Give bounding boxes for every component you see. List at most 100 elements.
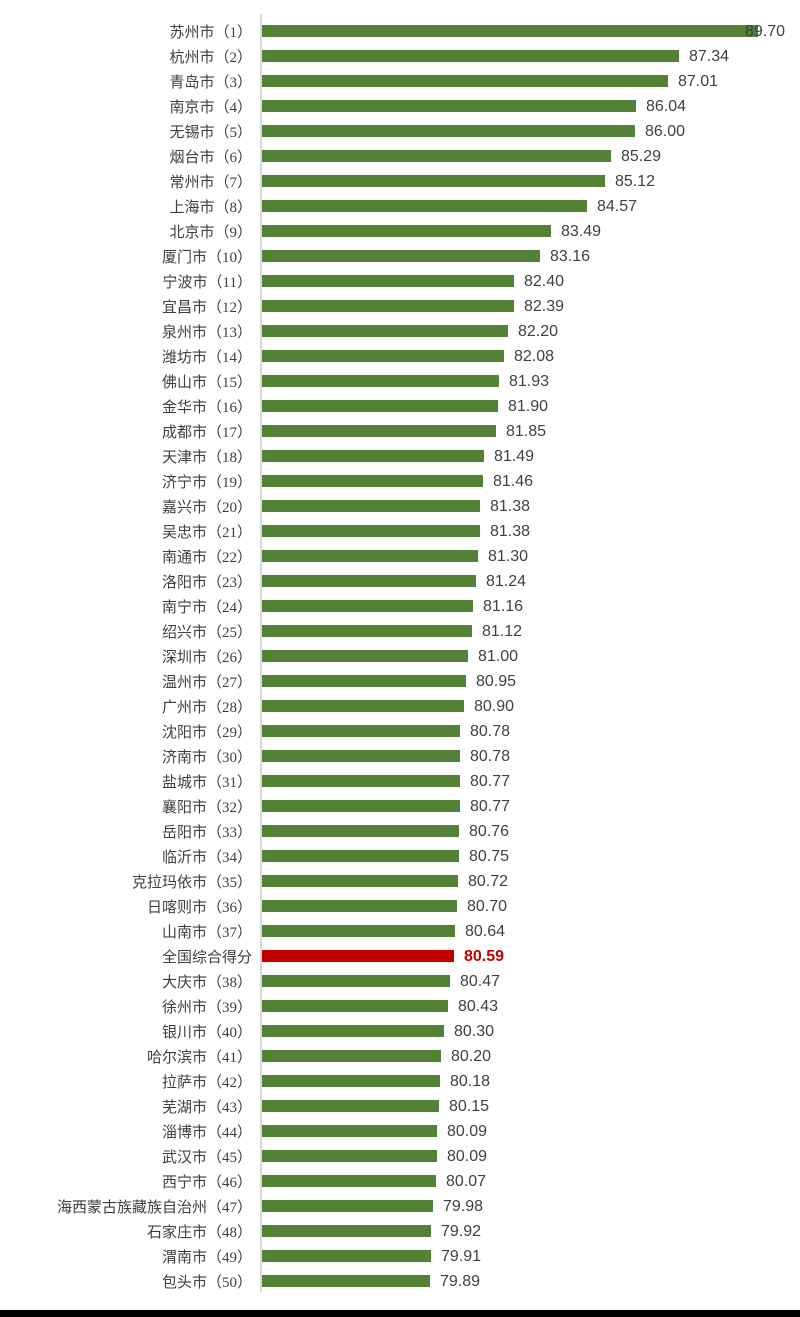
chart-row: 青岛市（3） 87.01 [0, 69, 800, 94]
bar-area: 79.89 [262, 1269, 800, 1294]
chart-row: 杭州市（2） 87.34 [0, 44, 800, 69]
chart-row: 泉州市（13） 82.20 [0, 319, 800, 344]
city-score-bar [262, 575, 476, 587]
value-label: 82.08 [514, 347, 555, 365]
category-label: 岳阳市（33） [161, 825, 252, 841]
value-label: 81.85 [506, 422, 547, 440]
bar-area: 83.16 [262, 244, 800, 269]
city-score-bar [262, 450, 484, 462]
chart-row: 南京市（4） 86.04 [0, 94, 800, 119]
bar-area: 82.40 [262, 269, 800, 294]
bar-area: 87.34 [262, 44, 800, 69]
category-label: 芜湖市（43） [161, 1100, 252, 1116]
bar-area: 89.70 [262, 19, 800, 44]
bar-area: 82.08 [262, 344, 800, 369]
city-score-bar [262, 625, 472, 637]
value-label: 80.90 [474, 697, 515, 715]
value-label: 80.47 [460, 972, 501, 990]
city-score-bar [262, 1175, 436, 1187]
bar-area: 80.77 [262, 769, 800, 794]
value-label: 80.77 [470, 772, 511, 790]
city-score-bar [262, 525, 480, 537]
city-score-bar [262, 325, 508, 337]
city-score-bar [262, 725, 460, 737]
y-axis-line [260, 14, 262, 1292]
category-label: 常州市（7） [169, 175, 252, 191]
chart-row: 深圳市（26） 81.00 [0, 644, 800, 669]
city-score-bar [262, 50, 679, 62]
category-label: 天津市（18） [161, 450, 252, 466]
chart-row: 常州市（7） 85.12 [0, 169, 800, 194]
category-label: 临沂市（34） [161, 850, 252, 866]
category-label: 金华市（16） [161, 400, 252, 416]
category-label: 全国综合得分 [161, 950, 252, 966]
city-score-bar [262, 975, 450, 987]
chart-row: 渭南市（49） 79.91 [0, 1244, 800, 1269]
category-label: 淄博市（44） [161, 1125, 252, 1141]
value-label: 80.30 [454, 1022, 495, 1040]
category-label: 无锡市（5） [169, 125, 252, 141]
city-score-bar [262, 350, 504, 362]
city-score-bar [262, 300, 514, 312]
chart-row: 无锡市（5） 86.00 [0, 119, 800, 144]
bar-area: 81.85 [262, 419, 800, 444]
chart-row: 潍坊市（14） 82.08 [0, 344, 800, 369]
category-label: 石家庄市（48） [146, 1225, 252, 1241]
category-label: 宜昌市（12） [161, 300, 252, 316]
category-label: 潍坊市（14） [161, 350, 252, 366]
city-score-bar [262, 800, 460, 812]
value-label: 81.38 [490, 497, 531, 515]
bar-area: 83.49 [262, 219, 800, 244]
city-score-bar [262, 425, 496, 437]
category-label: 包头市（50） [161, 1275, 252, 1291]
chart-row: 南通市（22） 81.30 [0, 544, 800, 569]
city-score-bar [262, 875, 458, 887]
bar-area: 80.59 [262, 944, 800, 969]
value-label: 82.40 [524, 272, 565, 290]
city-score-bar [262, 1000, 448, 1012]
value-label: 80.59 [464, 947, 505, 965]
chart-row: 北京市（9） 83.49 [0, 219, 800, 244]
bar-area: 80.75 [262, 844, 800, 869]
chart-row: 武汉市（45） 80.09 [0, 1144, 800, 1169]
value-label: 80.75 [469, 847, 510, 865]
bar-area: 85.12 [262, 169, 800, 194]
city-score-bar [262, 275, 514, 287]
bar-area: 80.15 [262, 1094, 800, 1119]
bar-area: 86.00 [262, 119, 800, 144]
value-label: 80.07 [446, 1172, 487, 1190]
bar-area: 81.90 [262, 394, 800, 419]
value-label: 80.18 [450, 1072, 491, 1090]
city-score-bar [262, 600, 473, 612]
chart-row: 金华市（16） 81.90 [0, 394, 800, 419]
category-label: 广州市（28） [161, 700, 252, 716]
city-score-bar [262, 850, 459, 862]
chart-row: 温州市（27） 80.95 [0, 669, 800, 694]
value-label: 80.70 [467, 897, 508, 915]
value-label: 80.20 [451, 1047, 492, 1065]
category-label: 日喀则市（36） [146, 900, 252, 916]
category-label: 克拉玛依市（35） [131, 875, 252, 891]
city-score-bar [262, 675, 466, 687]
bar-area: 80.20 [262, 1044, 800, 1069]
bar-area: 81.46 [262, 469, 800, 494]
category-label: 徐州市（39） [161, 1000, 252, 1016]
value-label: 85.29 [621, 147, 662, 165]
bar-area: 81.38 [262, 519, 800, 544]
value-label: 81.90 [508, 397, 549, 415]
city-score-bar [262, 500, 480, 512]
category-label: 烟台市（6） [169, 150, 252, 166]
value-label: 80.09 [447, 1147, 488, 1165]
chart-row: 佛山市（15） 81.93 [0, 369, 800, 394]
city-score-bar [262, 1150, 437, 1162]
bar-area: 81.16 [262, 594, 800, 619]
category-label: 宁波市（11） [162, 275, 252, 291]
bar-area: 81.12 [262, 619, 800, 644]
bar-area: 82.20 [262, 319, 800, 344]
value-label: 80.77 [470, 797, 511, 815]
category-label: 深圳市（26） [161, 650, 252, 666]
chart-row: 洛阳市（23） 81.24 [0, 569, 800, 594]
value-label: 81.24 [486, 572, 527, 590]
bar-area: 80.77 [262, 794, 800, 819]
bar-area: 80.70 [262, 894, 800, 919]
